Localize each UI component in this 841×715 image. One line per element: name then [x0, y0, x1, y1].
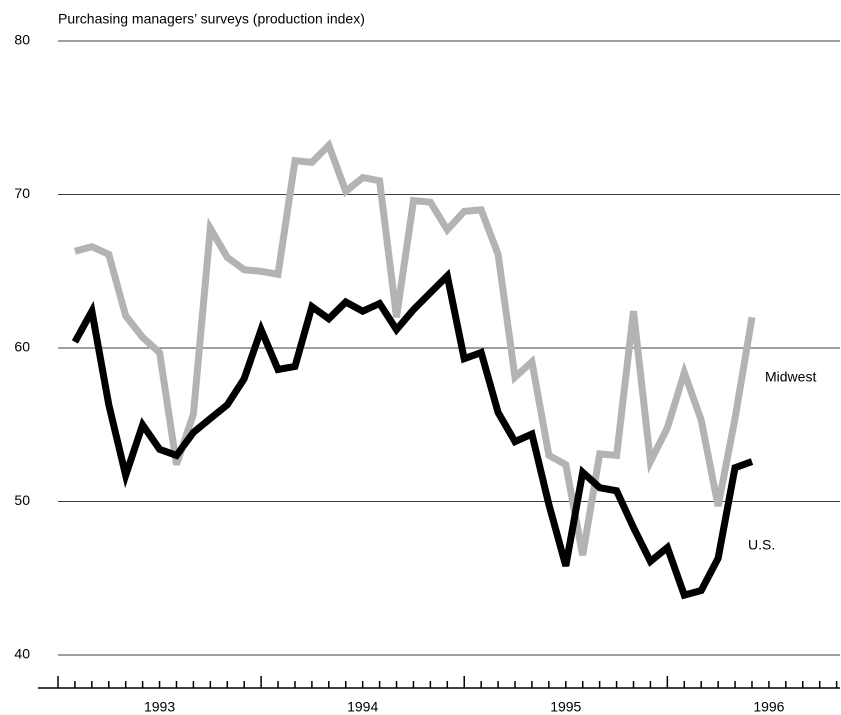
y-tick-label: 80	[14, 32, 30, 48]
chart-title: Purchasing managers’ surveys (production…	[58, 11, 365, 27]
series-line	[73, 139, 756, 556]
y-tick-label: 60	[14, 339, 30, 355]
x-tick-label: 1993	[144, 699, 175, 715]
series-label: Midwest	[765, 369, 816, 385]
y-tick-label: 70	[14, 185, 30, 201]
y-tick-label: 40	[14, 646, 30, 662]
series-label: U.S.	[748, 537, 775, 553]
y-tick-label: 50	[14, 492, 30, 508]
series-line	[71, 268, 754, 600]
x-tick-label: 1994	[347, 699, 378, 715]
x-tick-label: 1996	[753, 699, 784, 715]
x-tick-label: 1995	[550, 699, 581, 715]
